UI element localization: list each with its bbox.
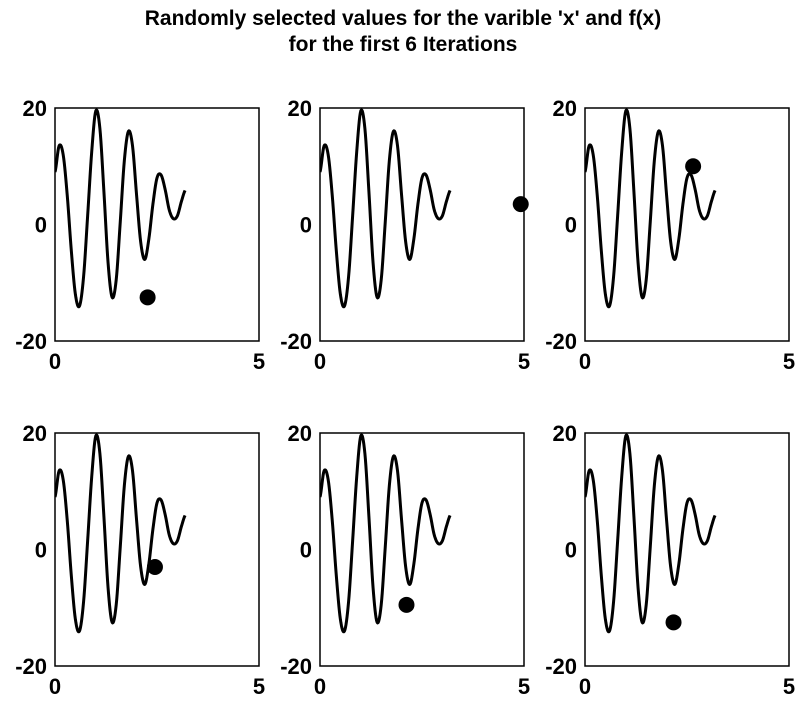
y-tick-label: 0 [35,538,47,563]
subplot-1: 200-200 5 [15,96,265,374]
axes-frame [584,432,790,667]
x-tick-label: 5 [253,674,265,699]
function-curve [585,433,717,634]
x-tick-label: 5 [518,674,530,699]
subplot-5: 200-200 5 [280,421,530,699]
y-tick-label: -20 [15,654,47,679]
subplot-2: 200-200 5 [280,96,530,374]
axes-frame [319,107,525,342]
y-tick-label: -20 [545,329,577,354]
axes-frame [54,107,260,342]
y-tick-label: 0 [35,213,47,238]
y-tick-label: -20 [280,654,312,679]
y-tick-label: 20 [288,96,312,121]
selected-point [685,158,702,175]
y-tick-label: 0 [300,213,312,238]
axes-frame [584,107,790,342]
chart-title-line-2: for the first 6 Iterations [288,33,518,56]
y-tick-label: 20 [553,96,577,121]
selected-point [139,289,156,306]
y-tick-label: 20 [288,421,312,446]
y-tick-label: 20 [553,421,577,446]
y-tick-label: 0 [565,538,577,563]
selected-point [665,614,682,631]
x-tick-label: 0 [49,674,61,699]
selected-point [398,596,415,613]
selected-point [512,196,529,213]
x-tick-label: 0 [314,349,326,374]
x-tick-label: 0 [49,349,61,374]
function-curve [55,433,187,634]
y-tick-label: 0 [565,213,577,238]
y-tick-label: 20 [23,96,47,121]
subplot-3: 200-200 5 [545,96,795,374]
function-curve [320,433,452,634]
axes-frame [54,432,260,667]
x-tick-label: 5 [518,349,530,374]
x-tick-label: 5 [783,674,795,699]
x-tick-label: 5 [253,349,265,374]
y-tick-label: -20 [280,329,312,354]
subplot-6: 200-200 5 [545,421,795,699]
x-tick-label: 0 [579,674,591,699]
x-tick-label: 0 [579,349,591,374]
y-tick-label: 0 [300,538,312,563]
subplot-4: 200-200 5 [15,421,265,699]
y-tick-label: -20 [15,329,47,354]
y-tick-label: 20 [23,421,47,446]
function-curve [585,108,717,309]
y-tick-label: -20 [545,654,577,679]
selected-point [146,558,163,575]
x-tick-label: 0 [314,674,326,699]
function-curve [320,108,452,309]
x-tick-label: 5 [783,349,795,374]
axes-frame [319,432,525,667]
chart-title-line-1: Randomly selected values for the varible… [144,7,662,30]
function-curve [55,108,187,309]
